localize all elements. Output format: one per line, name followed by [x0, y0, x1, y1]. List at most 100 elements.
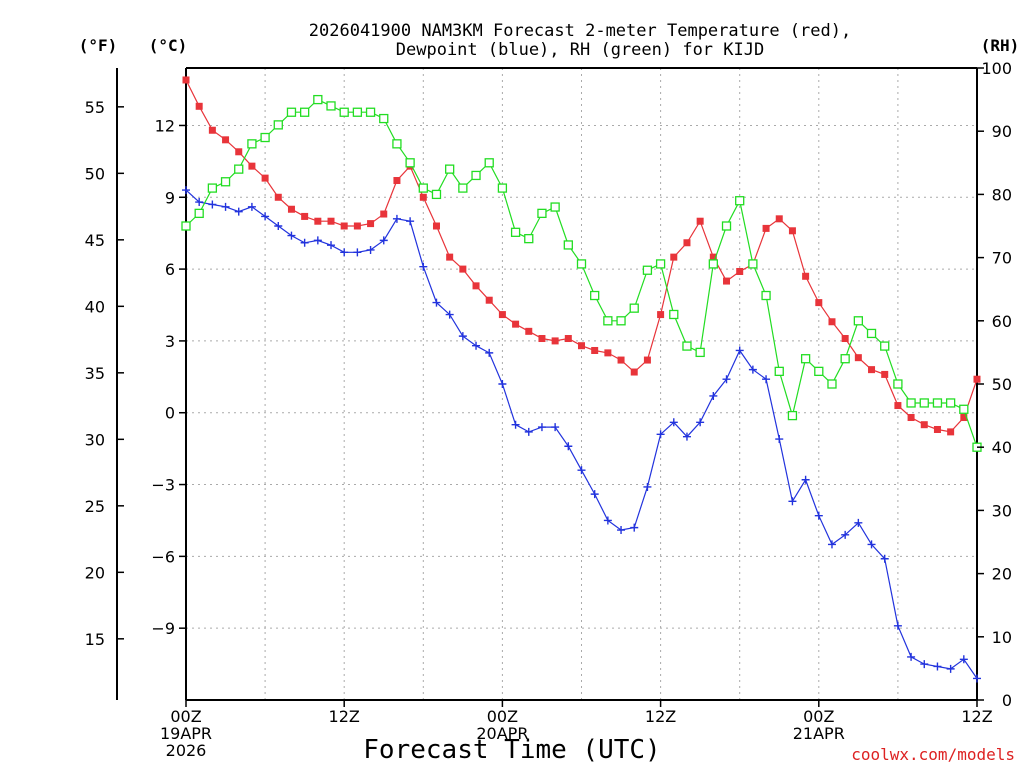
dewpoint-point	[379, 236, 388, 245]
rh-point	[590, 290, 600, 301]
rh-point	[655, 259, 666, 269]
dewpoint-point	[893, 621, 902, 630]
dewpoint-point	[432, 298, 441, 307]
rh-point	[352, 107, 363, 117]
dewpoint-point	[973, 674, 981, 683]
temperature-point	[393, 177, 401, 185]
x-tick-label: 12Z	[645, 707, 676, 726]
rh-point	[735, 196, 745, 206]
celsius-tick-label: 3	[165, 332, 175, 351]
temperature-point	[841, 335, 849, 343]
x-tick-label: 12Z	[961, 707, 992, 726]
rh-point	[563, 240, 573, 250]
dewpoint-point	[208, 200, 217, 209]
rh-point	[787, 410, 798, 421]
ticks-layer: 129630−3−6−95550454035302520151009080706…	[85, 59, 1012, 760]
rh-point	[682, 341, 692, 351]
temperature-point	[907, 414, 915, 422]
fahrenheit-tick-label: 30	[85, 430, 105, 449]
temperature-point	[788, 227, 796, 235]
temperature-point	[723, 277, 731, 285]
rh-point	[273, 120, 283, 130]
celsius-unit-label: (°C)	[149, 36, 188, 55]
dewpoint-point	[458, 332, 467, 341]
dewpoint-point	[722, 375, 731, 384]
temperature-point	[736, 267, 744, 275]
dewpoint-point	[854, 518, 863, 527]
x-tick-label: 00Z	[803, 707, 834, 726]
temperature-point	[301, 212, 309, 220]
rh-point	[866, 328, 877, 339]
rh-point	[207, 183, 218, 193]
fahrenheit-tick-label: 50	[85, 164, 105, 183]
temperature-point	[868, 366, 876, 374]
temperature-point	[604, 349, 612, 357]
fahrenheit-tick-label: 45	[85, 231, 105, 250]
rh-point	[695, 347, 705, 358]
rh-point	[313, 94, 323, 105]
temperature-point	[881, 370, 889, 378]
credit-label: coolwx.com/models	[851, 745, 1015, 764]
temperature-point	[432, 222, 440, 230]
dewpoint-point	[182, 186, 190, 195]
rh-point	[181, 221, 191, 231]
temperature-point	[802, 272, 810, 280]
dewpoint-point	[907, 652, 916, 661]
temperature-point	[380, 210, 388, 218]
dewpoint-point	[195, 198, 204, 207]
x-tick-label: 21APR	[793, 724, 845, 743]
dewpoint-point	[327, 241, 336, 250]
temperature-point	[815, 299, 823, 307]
rh-point	[458, 183, 468, 193]
rh-point	[721, 221, 732, 231]
dewpoint-point	[234, 207, 243, 216]
temperature-point	[709, 253, 717, 261]
fahrenheit-tick-label: 40	[85, 297, 105, 316]
rh-tick-label: 40	[992, 438, 1012, 457]
temperature-point	[472, 282, 480, 290]
dewpoint-point	[827, 540, 836, 549]
temperature-point	[933, 425, 941, 433]
rh-point	[550, 202, 560, 212]
rh-point	[286, 107, 297, 117]
dewpoint-point	[841, 530, 850, 539]
rh-point	[932, 398, 943, 408]
fahrenheit-tick-label: 35	[85, 364, 105, 383]
rh-point	[299, 107, 310, 117]
rh-point	[339, 107, 349, 117]
x-tick-label: 12Z	[329, 707, 360, 726]
series-layer	[181, 76, 982, 683]
dewpoint-point	[801, 475, 810, 484]
rh-point	[827, 379, 837, 389]
fahrenheit-tick-label: 55	[85, 98, 105, 117]
rh-point	[748, 259, 758, 269]
dewpoint-point	[696, 418, 705, 427]
temperature-point	[960, 414, 968, 422]
rh-point	[445, 164, 455, 174]
celsius-tick-label: 6	[165, 260, 175, 279]
rh-point	[247, 139, 257, 149]
dewpoint-point	[617, 526, 626, 535]
temperature-point	[274, 193, 282, 201]
fahrenheit-tick-label: 20	[85, 563, 105, 582]
dewpoint-point	[669, 418, 678, 427]
rh-tick-label: 80	[992, 185, 1012, 204]
rh-point	[853, 316, 863, 326]
temperature-point	[591, 346, 599, 354]
rh-point	[405, 158, 415, 168]
temperature-point	[459, 265, 467, 273]
chart-title-line-2: Dewpoint (blue), RH (green) for KIJD	[396, 40, 764, 60]
temperature-point	[340, 222, 348, 230]
celsius-tick-label: −3	[151, 476, 175, 495]
dewpoint-point	[735, 346, 744, 355]
rh-point	[524, 233, 534, 244]
fahrenheit-tick-label: 15	[85, 630, 105, 649]
temperature-point	[235, 148, 243, 156]
celsius-tick-label: 12	[155, 116, 175, 135]
dewpoint-point	[340, 248, 349, 257]
temperature-point	[894, 402, 902, 410]
rh-point	[880, 341, 890, 351]
x-tick-label: 00Z	[487, 707, 518, 726]
